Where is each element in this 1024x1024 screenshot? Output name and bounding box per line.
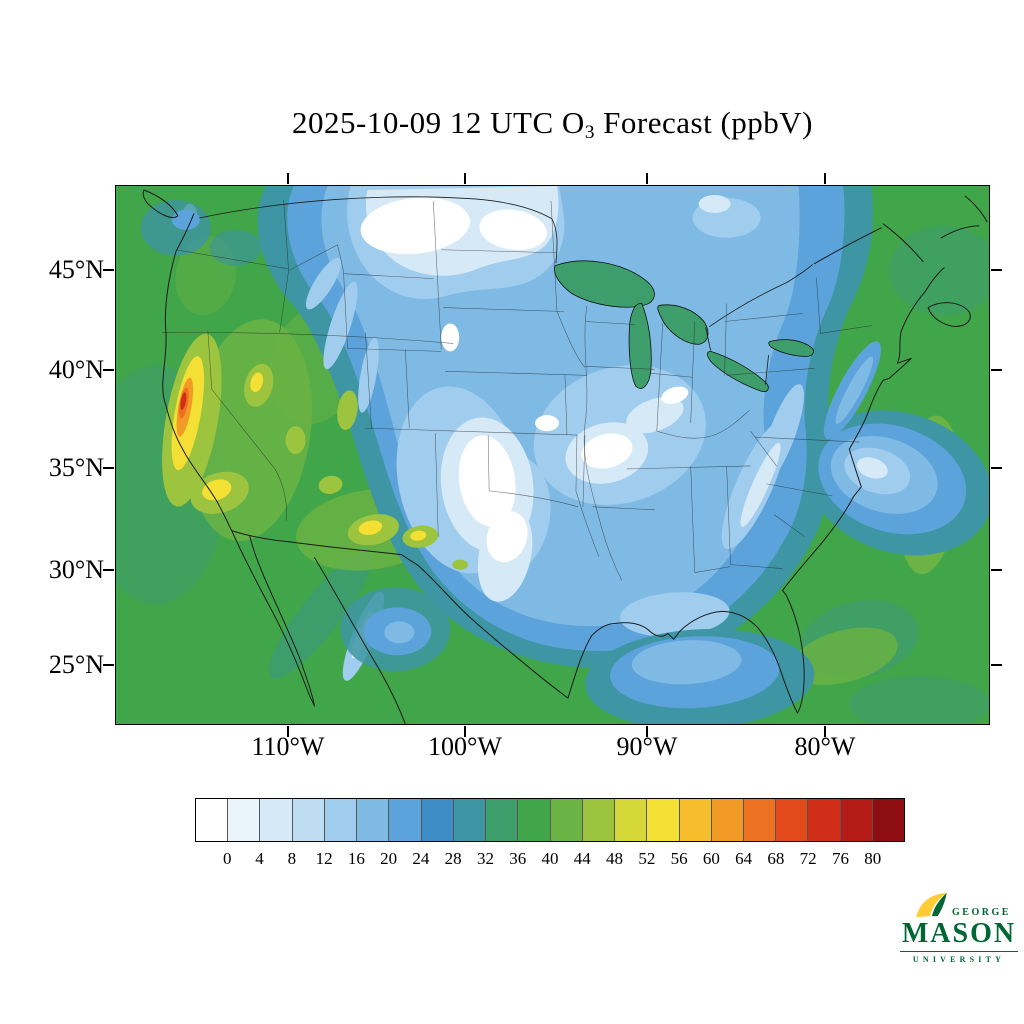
colorbar-tick-label: 0 <box>223 849 232 868</box>
colorbar-tick-label: 52 <box>638 849 656 868</box>
colorbar-cell <box>453 799 487 841</box>
map-tick <box>991 467 1002 469</box>
colorbar-cell <box>872 799 905 841</box>
colorbar-labels: 0 4 8 12 16 20 24 28 32 36 40 44 48 52 56 60 64 68 72 76 80 <box>195 849 905 871</box>
map-tick <box>287 726 289 737</box>
colorbar-tick-label: 16 <box>347 849 365 868</box>
colorbar-tick-label: 80 <box>864 849 882 868</box>
plot-title-prefix: 2025-10-09 12 UTC O <box>292 105 585 140</box>
lat-tick-label: 30°N <box>48 555 104 584</box>
plot-title-subscript: 3 <box>584 121 595 143</box>
colorbar-tick-label: 36 <box>509 849 527 868</box>
colorbar-tick-label: 60 <box>702 849 720 868</box>
map-tick <box>103 369 114 371</box>
colorbar-cell <box>711 799 744 841</box>
contour-map-svg <box>116 186 989 724</box>
gmu-logo-george: GEORGE <box>952 907 1011 918</box>
colorbar-cell <box>389 799 422 841</box>
colorbar-cell <box>421 799 454 841</box>
colorbar-tick-label: 64 <box>735 849 753 868</box>
map-tick <box>464 726 466 737</box>
colorbar-cell <box>357 799 390 841</box>
colorbar-tick-label: 48 <box>606 849 624 868</box>
colorbar-cell <box>228 799 261 841</box>
colorbar-cell <box>840 799 873 841</box>
map-tick <box>103 269 114 271</box>
colorbar-cell <box>808 799 841 841</box>
map-tick <box>824 726 826 737</box>
colorbar-cell <box>550 799 583 841</box>
colorbar-tick-label: 72 <box>799 849 817 868</box>
coastlines <box>142 189 988 724</box>
colorbar-tick-label: 4 <box>255 849 264 868</box>
contour-field <box>116 186 989 724</box>
map-tick <box>991 369 1002 371</box>
map-tick <box>464 173 466 184</box>
state-borders <box>161 199 873 581</box>
map-tick <box>991 269 1002 271</box>
gmu-logo-top: GEORGE <box>900 892 1018 918</box>
colorbar-tick-label: 40 <box>541 849 559 868</box>
lat-tick-label: 45°N <box>48 255 104 284</box>
gmu-leaf-icon <box>916 892 947 918</box>
colorbar-tick-label: 28 <box>444 849 462 868</box>
map-tick <box>646 726 648 737</box>
gmu-logo: GEORGE MASON UNIVERSITY <box>900 892 1018 964</box>
gmu-logo-mason: MASON <box>901 918 1017 949</box>
map-tick <box>103 467 114 469</box>
colorbar-cell <box>292 799 325 841</box>
great-lakes <box>554 260 814 393</box>
colorbar-cell <box>776 799 809 841</box>
colorbar-cell <box>196 799 229 841</box>
colorbar-cell <box>518 799 551 841</box>
forecast-map-frame <box>115 185 990 725</box>
colorbar-cell <box>743 799 777 841</box>
colorbar-cells <box>195 798 905 842</box>
colorbar-tick-label: 56 <box>670 849 688 868</box>
colorbar-tick-label: 76 <box>831 849 849 868</box>
colorbar-cell <box>679 799 712 841</box>
colorbar-tick-label: 68 <box>767 849 785 868</box>
map-tick <box>824 173 826 184</box>
colorbar-tick-label: 44 <box>573 849 591 868</box>
map-tick <box>991 664 1002 666</box>
colorbar-cell <box>582 799 616 841</box>
colorbar-tick-label: 8 <box>287 849 297 868</box>
map-tick <box>991 569 1002 571</box>
colorbar-cell <box>324 799 358 841</box>
colorbar-cell <box>615 799 648 841</box>
colorbar-tick-label: 32 <box>476 849 494 868</box>
plot-title: 2025-10-09 12 UTC O3 Forecast (ppbV) <box>115 105 990 144</box>
map-tick <box>287 173 289 184</box>
colorbar-tick-label: 24 <box>412 849 430 868</box>
lat-tick-label: 35°N <box>48 453 104 482</box>
map-tick <box>646 173 648 184</box>
lat-tick-label: 25°N <box>48 650 104 679</box>
lat-tick-label: 40°N <box>48 355 104 384</box>
colorbar-cell <box>486 799 519 841</box>
colorbar-cell <box>647 799 680 841</box>
map-tick <box>103 664 114 666</box>
gmu-logo-university: UNIVERSITY <box>900 951 1018 964</box>
colorbar-tick-label: 20 <box>380 849 398 868</box>
colorbar-tick-label: 12 <box>315 849 333 868</box>
map-tick <box>103 569 114 571</box>
plot-title-suffix: Forecast (ppbV) <box>594 105 813 140</box>
colorbar-cell <box>260 799 293 841</box>
